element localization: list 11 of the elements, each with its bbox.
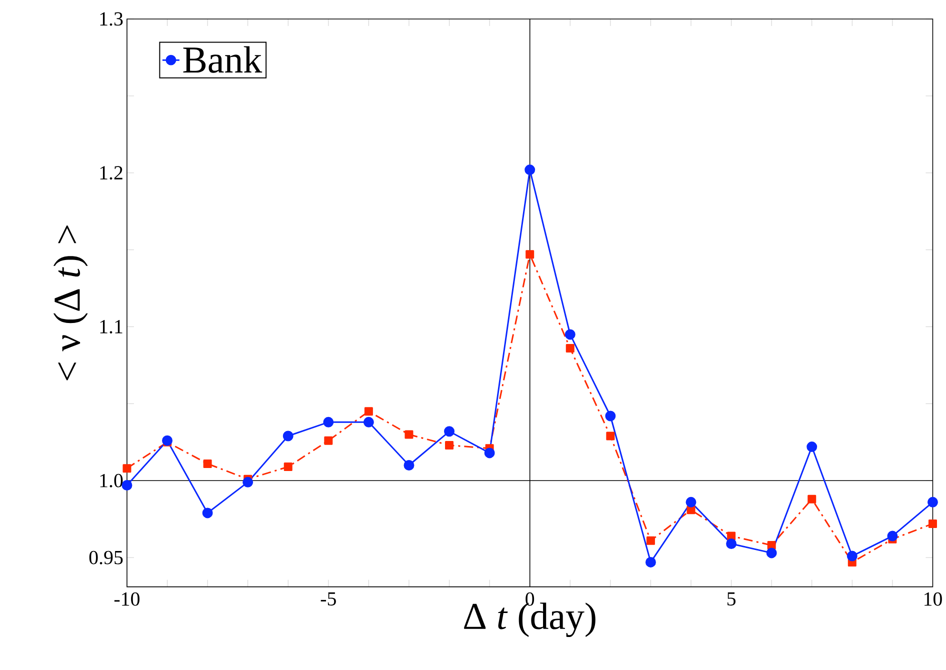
x-tick-label: -5 — [320, 592, 336, 606]
y-tick-label: 1.1 — [100, 320, 122, 334]
x-tick-label: 5 — [727, 592, 736, 606]
x-tick-label: 10 — [924, 592, 942, 606]
x-tick-label: -10 — [114, 592, 140, 606]
y-tick-label: 1.3 — [100, 12, 123, 26]
legend-label: Bank — [183, 46, 262, 73]
y-tick-label: 0.95 — [89, 550, 123, 564]
y-tick-label: 1.0 — [100, 474, 123, 488]
y-tick-label: 1.2 — [100, 166, 122, 180]
y-axis-title: < ν (Δ t) > — [53, 226, 88, 380]
